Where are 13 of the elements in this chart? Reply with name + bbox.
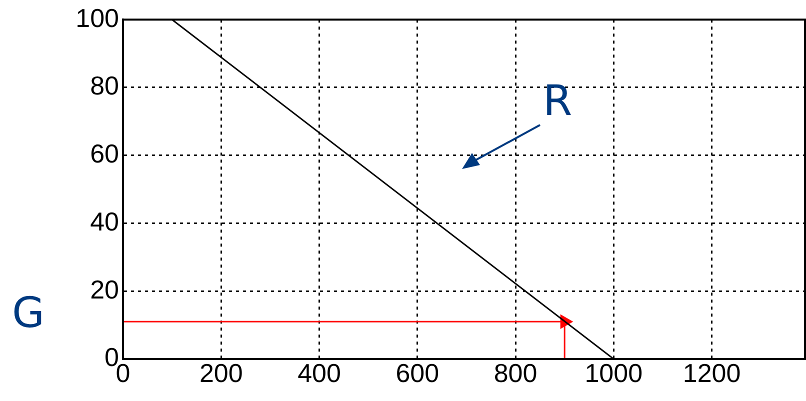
y-tick-label: 100 (76, 2, 119, 33)
y-tick-label: 40 (90, 206, 119, 236)
x-tick-label: 1000 (584, 358, 643, 388)
x-tick-label: 1200 (682, 358, 741, 388)
x-tick-label: 800 (494, 358, 538, 388)
x-tick-label: 400 (298, 358, 341, 388)
annotation: R (543, 76, 572, 125)
y-tick-label: 60 (90, 138, 119, 169)
x-tick-label: 600 (396, 358, 440, 388)
y-tick-label: 20 (90, 274, 119, 304)
y-tick-label: 80 (90, 70, 119, 101)
text: G (12, 288, 45, 337)
x-tick-label: 200 (199, 358, 243, 388)
